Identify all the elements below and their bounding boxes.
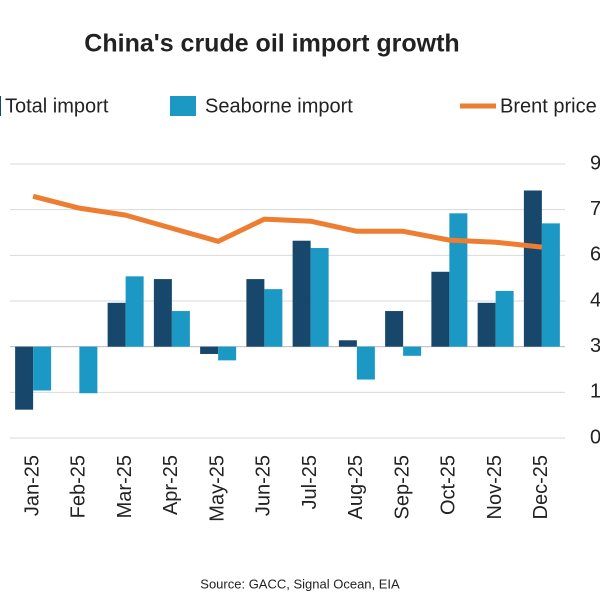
bar <box>449 213 468 347</box>
y2-tick-label: 60 <box>590 244 600 266</box>
x-tick-label: Aug-25 <box>345 455 367 520</box>
x-tick-label: Sep-25 <box>391 455 413 520</box>
bar <box>310 248 329 347</box>
x-tick-label: May-25 <box>206 455 228 522</box>
bar <box>107 302 126 347</box>
bar <box>523 190 542 347</box>
source: Source: GACC, Signal Ocean, EIA <box>200 576 400 591</box>
bar <box>385 311 404 347</box>
bar <box>292 240 311 347</box>
x-tick-label: Jan-25 <box>21 455 43 516</box>
x-tick-label: Jul-25 <box>299 455 321 509</box>
bar <box>541 223 560 347</box>
bar <box>200 346 219 354</box>
y2-tick-label: 0 <box>590 426 600 448</box>
bar <box>218 346 237 361</box>
x-tick-label: Nov-25 <box>484 455 506 519</box>
x-tick-label: Dec-25 <box>530 455 552 519</box>
bar <box>477 302 496 347</box>
bar <box>125 276 144 347</box>
bar <box>171 311 190 347</box>
x-tick-label: Apr-25 <box>160 455 182 515</box>
y2-tick-label: 90 <box>590 152 600 174</box>
bar <box>153 279 172 347</box>
legend-label: Seaborne import <box>205 95 353 117</box>
legend-marker <box>0 96 1 116</box>
y2-tick-label: 30 <box>590 335 600 357</box>
bar <box>79 346 98 394</box>
x-tick-label: Mar-25 <box>114 455 136 518</box>
bar <box>403 346 422 356</box>
bar <box>431 271 450 347</box>
y2-tick-label: 45 <box>590 289 600 311</box>
bar <box>495 290 514 347</box>
line <box>32 193 543 250</box>
bar <box>338 340 357 347</box>
y2-tick-label: 15 <box>590 381 600 403</box>
bar <box>33 346 52 391</box>
bar <box>264 289 283 347</box>
legend-label: Brent price <box>500 95 597 117</box>
bar <box>356 346 375 380</box>
chart-title: China's crude oil import growth <box>84 30 459 58</box>
x-tick-label: Jun-25 <box>253 455 275 516</box>
y2-tick-label: 75 <box>590 198 600 220</box>
bar <box>15 346 34 410</box>
x-tick-label: Feb-25 <box>68 455 90 518</box>
legend-label: Total import <box>5 95 109 117</box>
x-tick-label: Oct-25 <box>438 455 460 515</box>
legend-marker <box>170 96 196 116</box>
bar <box>246 279 265 347</box>
